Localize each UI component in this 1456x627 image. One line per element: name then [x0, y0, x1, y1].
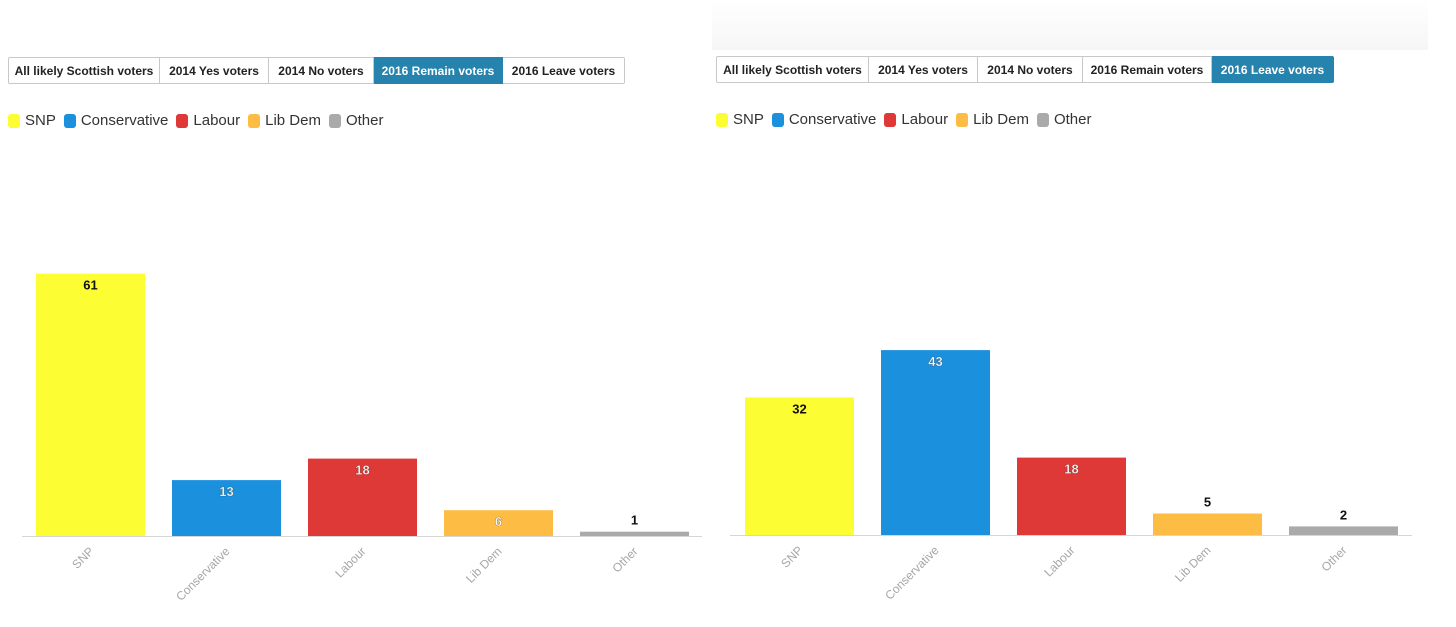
chart-panel-left: All likely Scottish voters 2014 Yes vote…	[0, 0, 712, 627]
legend-label: Labour	[193, 112, 241, 129]
legend-item-snp[interactable]: SNP	[716, 111, 764, 128]
legend-label: Other	[345, 112, 384, 129]
legend-item-labour[interactable]: Labour	[884, 111, 948, 128]
bar-snp	[745, 397, 854, 535]
x-tick-label-conservative: Conservative	[173, 544, 233, 604]
data-label-lib-dem: 5	[1204, 495, 1211, 510]
tab-2016-leave-voters[interactable]: 2016 Leave voters	[1212, 56, 1334, 83]
bar-chart-remain-voters: 61 SNP 13 Conservative 18 Labour 6 Lib Dem 1 Othe…	[22, 273, 702, 604]
legend-label: Other	[1053, 111, 1092, 128]
tab-all-likely-scottish-voters[interactable]: All likely Scottish voters	[716, 56, 869, 83]
legend-label: Lib Dem	[265, 112, 321, 129]
bar-lib-dem	[1153, 513, 1262, 535]
chart-panel-right: All likely Scottish voters 2014 Yes vote…	[712, 0, 1428, 627]
x-tick-label-labour: Labour	[332, 544, 368, 580]
legend-item-labour[interactable]: Labour	[176, 112, 240, 129]
x-tick-label-labour: Labour	[1041, 543, 1077, 579]
data-label-labour: 18	[355, 463, 369, 478]
data-label-other: 2	[1340, 507, 1347, 522]
legend-item-other[interactable]: Other	[328, 112, 384, 129]
bar-snp	[36, 273, 145, 536]
legend-label: SNP	[25, 112, 56, 129]
legend-item-snp[interactable]: SNP	[8, 112, 56, 129]
tab-2014-no-voters[interactable]: 2014 No voters	[269, 57, 374, 84]
data-label-conservative: 13	[219, 484, 233, 499]
tab-2014-yes-voters[interactable]: 2014 Yes voters	[869, 56, 978, 83]
legend-swatch-labour	[884, 112, 897, 127]
x-tick-label-other: Other	[609, 544, 640, 575]
legend-swatch-snp	[8, 113, 20, 128]
legend-swatch-snp	[716, 112, 728, 127]
data-label-snp: 32	[792, 401, 806, 416]
legend-label: Labour	[901, 111, 949, 128]
chart-legend: SNP Conservative Labour Lib Dem Other	[8, 112, 391, 129]
legend-swatch-other	[1036, 112, 1049, 127]
legend-item-lib-dem[interactable]: Lib Dem	[248, 112, 321, 129]
bar-other	[1289, 526, 1398, 535]
x-tick-label-conservative: Conservative	[882, 543, 942, 603]
data-label-labour: 18	[1064, 462, 1078, 477]
legend-swatch-conservative	[771, 112, 784, 127]
bar-labour	[1017, 457, 1126, 535]
legend-swatch-lib-dem	[248, 113, 261, 128]
x-tick-label-other: Other	[1318, 543, 1349, 574]
chart-legend: SNP Conservative Labour Lib Dem Other	[716, 111, 1099, 128]
bar-conservative	[172, 480, 281, 536]
legend-swatch-lib-dem	[956, 112, 969, 127]
tab-all-likely-scottish-voters[interactable]: All likely Scottish voters	[8, 57, 160, 84]
tab-2014-yes-voters[interactable]: 2014 Yes voters	[160, 57, 269, 84]
bar-labour	[308, 458, 417, 536]
panel-header-shade	[712, 0, 1428, 50]
tab-2014-no-voters[interactable]: 2014 No voters	[978, 56, 1083, 83]
tab-2016-remain-voters[interactable]: 2016 Remain voters	[374, 57, 503, 84]
legend-item-other[interactable]: Other	[1036, 111, 1092, 128]
x-tick-label-lib-dem: Lib Dem	[1172, 543, 1213, 584]
x-tick-label-snp: SNP	[778, 543, 805, 570]
tab-2016-leave-voters[interactable]: 2016 Leave voters	[503, 57, 625, 84]
legend-swatch-labour	[176, 113, 189, 128]
legend-label: SNP	[733, 111, 764, 128]
legend-item-conservative[interactable]: Conservative	[771, 111, 877, 128]
bar-other	[580, 531, 689, 536]
legend-item-conservative[interactable]: Conservative	[63, 112, 169, 129]
data-label-lib-dem: 6	[495, 514, 502, 529]
legend-swatch-conservative	[63, 113, 76, 128]
tab-2016-remain-voters[interactable]: 2016 Remain voters	[1083, 56, 1212, 83]
bar-chart-leave-voters: 32 SNP 43 Conservative 18 Labour 5 Lib Dem 2 Othe…	[730, 350, 1412, 603]
legend-label: Lib Dem	[973, 111, 1029, 128]
data-label-other: 1	[631, 513, 638, 528]
legend-swatch-other	[328, 113, 341, 128]
data-label-conservative: 43	[928, 354, 942, 369]
bar-lib-dem	[444, 510, 553, 536]
data-label-snp: 61	[83, 278, 97, 293]
voter-group-tabs: All likely Scottish voters 2014 Yes vote…	[8, 57, 625, 84]
legend-label: Conservative	[80, 112, 169, 129]
voter-group-tabs: All likely Scottish voters 2014 Yes vote…	[716, 56, 1334, 83]
legend-label: Conservative	[788, 111, 877, 128]
x-tick-label-snp: SNP	[69, 544, 96, 571]
x-tick-label-lib-dem: Lib Dem	[463, 544, 504, 585]
legend-item-lib-dem[interactable]: Lib Dem	[956, 111, 1029, 128]
bar-conservative	[881, 350, 990, 535]
